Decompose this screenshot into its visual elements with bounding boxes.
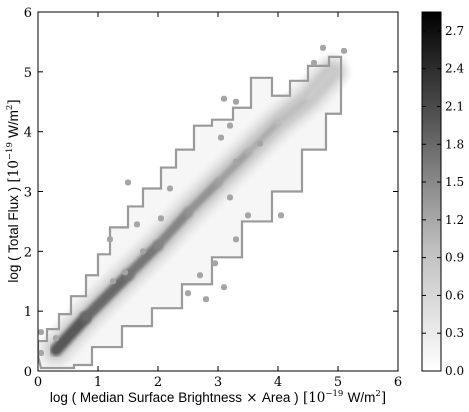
outlier-point [212,260,218,267]
colorbar-tick-label: 0.6 [445,288,464,302]
colorbar-tick-label: 0.3 [445,326,464,340]
colorbar-tick-label: 2.1 [445,99,464,113]
x-axis-ticks: 0 1 2 3 4 5 6 [34,12,402,390]
y-tick-label: 4 [24,126,32,141]
outlier-point [185,290,191,297]
outlier-point [218,134,224,141]
y-tick-label: 5 [24,66,32,81]
colorbar [421,11,442,372]
outlier-point [53,335,59,342]
outlier-point [107,236,113,243]
density-core-segment [244,119,282,156]
outlier-point [125,179,131,186]
x-tick-label: 6 [394,375,402,390]
outlier-point [233,236,239,243]
x-tick-label: 1 [94,375,102,390]
x-axis-label-unit-exp: −19 [325,389,343,399]
x-axis-label-prefix: log ( Median Surface Brightness [50,390,242,405]
colorbar-tick-label: 1.5 [445,175,464,189]
density-core-segment [275,95,311,126]
outlier-point [221,284,227,291]
x-axis-label-unit-open: [10 [303,390,325,406]
y-tick-label: 0 [24,365,32,380]
y-tick-label: 3 [24,186,32,201]
y-tick-label: 6 [24,6,32,21]
colorbar-tick-label: 1.2 [445,213,464,227]
outlier-point [320,44,326,51]
outlier-point [341,47,347,54]
plot-area [38,44,349,370]
x-tick-label: 3 [214,375,222,390]
x-axis-label-times: × [246,390,257,406]
outlier-point [203,296,209,303]
density-core-segment [153,207,193,251]
colorbar-ticks: 0.0 0.3 0.6 0.9 1.2 1.5 1.8 2.1 2.4 2.7 [422,24,464,378]
x-tick-label: 0 [34,375,42,390]
colorbar-tick-label: 2.4 [445,62,464,76]
outlier-point [134,221,140,228]
outlier-point [233,158,239,165]
x-axis-label-unit-pow: 2 [375,389,380,399]
outlier-point [140,248,146,255]
outlier-point [221,95,227,102]
y-axis-label-unit-close: ] [6,99,22,104]
colorbar-tick-label: 0.0 [445,364,464,378]
contour-outline-path [38,55,343,370]
x-tick-label: 5 [334,375,342,390]
density-core-segment [122,240,164,281]
outlier-point [122,269,128,276]
outlier-point [38,329,44,336]
y-axis-label: log ( Total Flux ) [10−19 W/m2] [0,99,22,282]
y-tick-label: 2 [24,245,32,260]
density-core-segment [183,178,223,217]
contour-outline [38,55,343,370]
x-tick-label: 4 [274,375,282,390]
outlier-point [278,212,284,219]
outlier-point [257,140,263,147]
colorbar-tick-label: 2.7 [445,24,464,38]
colorbar-tick-label: 1.8 [445,137,464,151]
outlier-point [233,98,239,105]
outlier-point [38,350,44,357]
density-core-segment [214,148,252,187]
density-core-segment [305,69,335,102]
y-axis-label-prefix: log ( Total Flux ) [6,187,21,283]
x-tick-label: 2 [154,375,162,390]
x-axis-label: log ( Median Surface Brightness × Area )… [50,384,386,406]
y-axis-label-unit-open: [10 [6,160,22,182]
outlier-point [245,212,251,219]
outlier-point [158,215,164,222]
x-axis-label-middle: Area ) [262,390,299,405]
outlier-point [227,194,233,201]
y-axis-label-unit-exp: −19 [5,142,15,160]
y-axis-ticks: 0 1 2 3 4 5 6 [24,6,398,380]
x-axis-label-unit-mid: W/m [348,390,376,405]
x-axis-label-unit-close: ] [381,390,386,406]
y-tick-label: 1 [24,305,32,320]
y-axis-label-unit-mid: W/m [6,110,21,138]
y-axis-label-unit-pow: 2 [5,105,15,110]
outlier-point [311,59,317,66]
outlier-points [38,44,347,357]
outlier-point [197,272,203,279]
outlier-point [167,185,173,192]
density-layer [39,54,349,368]
outlier-point [110,278,116,285]
colorbar-tick-label: 0.9 [445,251,464,265]
density-core-segment [80,269,134,323]
outlier-point [227,122,233,129]
density-core-segment [50,311,92,357]
